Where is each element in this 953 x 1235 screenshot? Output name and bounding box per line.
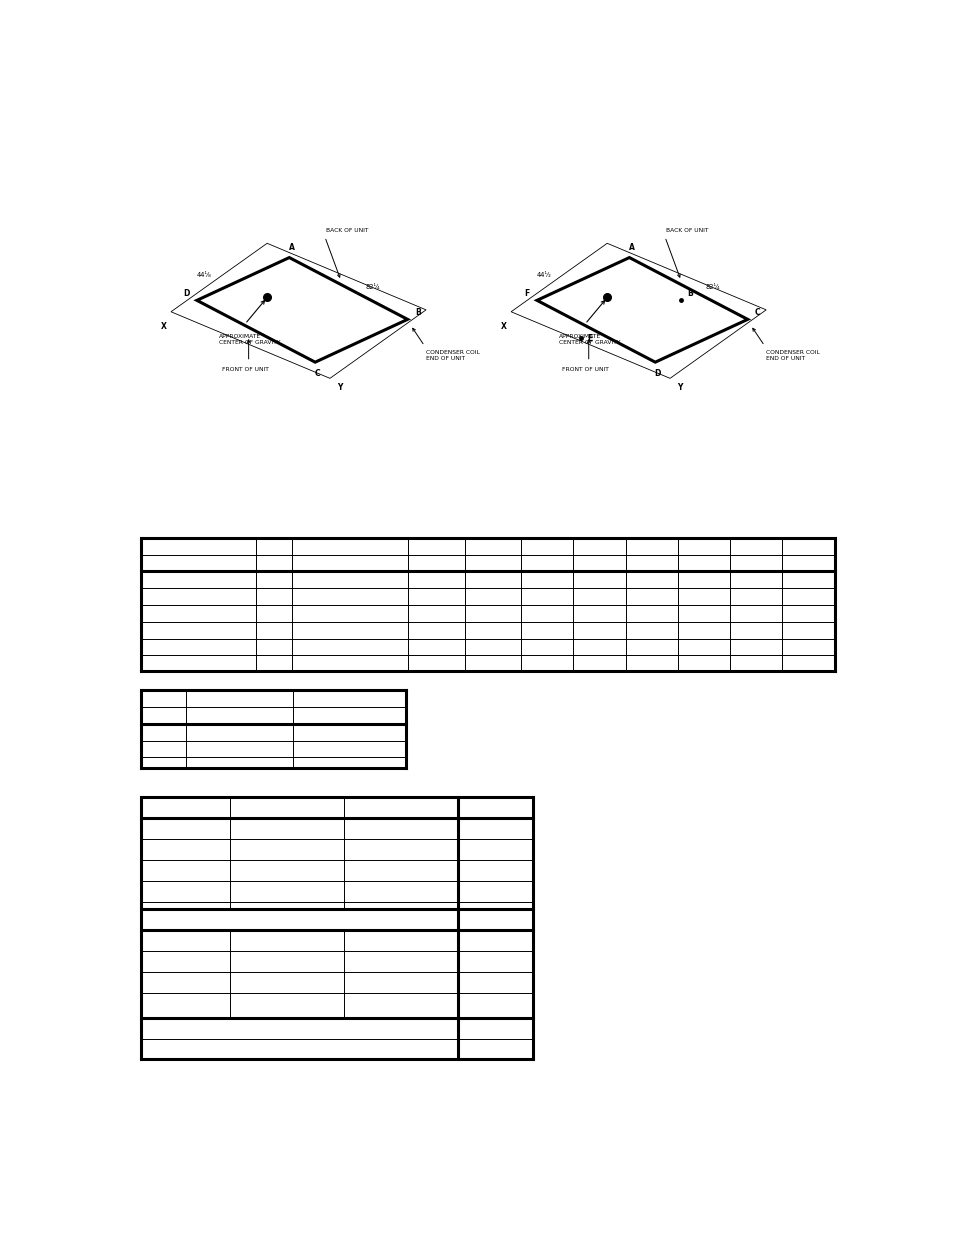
Text: FRONT OF UNIT: FRONT OF UNIT <box>561 367 608 373</box>
Text: E: E <box>587 333 592 343</box>
Text: 82¹⁄₄: 82¹⁄₄ <box>704 284 720 290</box>
Text: 44¹⁄₂: 44¹⁄₂ <box>537 272 551 278</box>
Text: Y: Y <box>336 383 342 393</box>
Text: D: D <box>654 369 660 378</box>
Text: BACK OF UNIT: BACK OF UNIT <box>326 228 369 233</box>
Text: D: D <box>183 289 190 299</box>
Text: A: A <box>628 243 634 252</box>
Text: CONDENSER COIL
END OF UNIT: CONDENSER COIL END OF UNIT <box>426 350 479 361</box>
Text: CONDENSER COIL
END OF UNIT: CONDENSER COIL END OF UNIT <box>765 350 820 361</box>
Text: APPROXIMATE
CENTER OF GRAVITY: APPROXIMATE CENTER OF GRAVITY <box>558 333 620 345</box>
Text: BACK OF UNIT: BACK OF UNIT <box>665 228 708 233</box>
Text: F: F <box>524 289 529 299</box>
Text: 44¹⁄₈: 44¹⁄₈ <box>196 272 212 278</box>
Text: X: X <box>160 321 167 331</box>
Text: C: C <box>755 309 760 317</box>
Text: Y: Y <box>677 383 681 393</box>
Text: A: A <box>288 243 294 252</box>
Text: X: X <box>500 321 506 331</box>
Text: B: B <box>686 289 692 299</box>
Text: 82¹⁄₄: 82¹⁄₄ <box>365 284 379 290</box>
Text: FRONT OF UNIT: FRONT OF UNIT <box>221 367 268 373</box>
Text: APPROXIMATE
CENTER OF GRAVITY: APPROXIMATE CENTER OF GRAVITY <box>219 333 280 345</box>
Text: B: B <box>415 309 420 317</box>
Text: C: C <box>314 369 320 378</box>
